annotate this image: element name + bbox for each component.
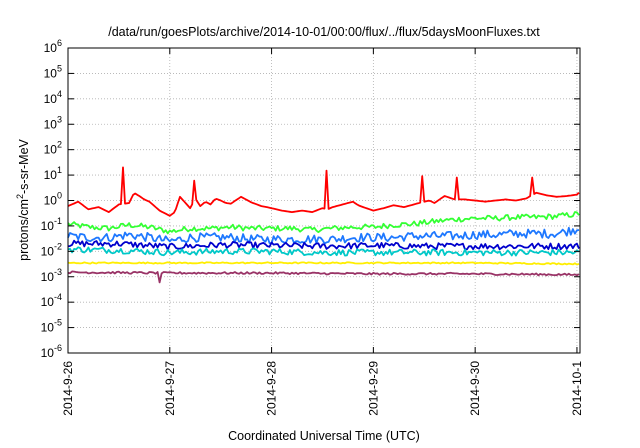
flux-series-6: [67, 261, 580, 266]
y-axis: 10-610-510-410-310-210-11001011021031041…: [41, 38, 580, 360]
flux-series-7: [67, 270, 580, 284]
series-group: [67, 166, 580, 284]
y-tick-mantissa: 10: [44, 66, 58, 80]
x-tick-label: 2014-9-30: [468, 361, 482, 416]
x-tick-label: 2014-9-27: [163, 361, 177, 416]
y-tick-label: 10-3: [41, 267, 62, 284]
y-tick-exponent: -1: [54, 216, 62, 226]
y-tick-label: 102: [44, 140, 62, 157]
x-tick-label: 2014-9-29: [366, 361, 380, 416]
y-tick-label: 10-5: [41, 318, 62, 335]
y-tick-exponent: 0: [57, 191, 62, 201]
y-tick-mantissa: 10: [41, 219, 55, 233]
y-axis-label-base: protons/cm: [17, 199, 31, 261]
y-tick-exponent: -2: [54, 241, 62, 251]
y-tick-exponent: 5: [57, 63, 62, 73]
chart-title: /data/run/goesPlots/archive/2014-10-01/0…: [108, 25, 540, 39]
flux-series-2: [67, 211, 580, 235]
y-tick-label: 10-4: [41, 292, 62, 309]
y-tick-exponent: 2: [57, 140, 62, 150]
y-tick-mantissa: 10: [44, 168, 58, 182]
y-tick-exponent: 6: [57, 38, 62, 48]
y-tick-mantissa: 10: [41, 321, 55, 335]
x-tick-label: 2014-9-26: [61, 361, 75, 416]
y-tick-label: 106: [44, 38, 62, 55]
x-tick-label: 2014-10-1: [570, 361, 584, 416]
y-tick-label: 10-2: [41, 241, 62, 258]
y-tick-label: 10-6: [41, 343, 62, 360]
y-tick-label: 104: [44, 89, 62, 106]
x-axis: 2014-9-26 2014-9-27 2014-9-28 2014-9-29 2014…: [61, 48, 584, 416]
y-tick-exponent: -6: [54, 343, 62, 353]
y-axis-label-rest: -s-sr-MeV: [17, 138, 31, 194]
y-tick-exponent: -5: [54, 318, 62, 328]
y-tick-label: 101: [44, 165, 62, 182]
y-tick-exponent: -3: [54, 267, 62, 277]
y-tick-mantissa: 10: [41, 295, 55, 309]
y-tick-exponent: -4: [54, 292, 62, 302]
y-tick-mantissa: 10: [44, 117, 58, 131]
y-tick-exponent: 1: [57, 165, 62, 175]
y-tick-exponent: 4: [57, 89, 62, 99]
y-tick-mantissa: 10: [41, 244, 55, 258]
y-axis-label-sup: 2: [15, 194, 25, 199]
y-tick-mantissa: 10: [44, 194, 58, 208]
y-tick-mantissa: 10: [44, 41, 58, 55]
x-tick-label: 2014-9-28: [265, 361, 279, 416]
y-axis-label: protons/cm2-s-sr-MeV: [15, 138, 31, 260]
y-tick-exponent: 3: [57, 114, 62, 124]
flux-series-4: [67, 239, 580, 251]
y-tick-label: 100: [44, 191, 62, 208]
y-tick-label: 10-1: [41, 216, 62, 233]
x-axis-label: Coordinated Universal Time (UTC): [228, 429, 420, 443]
flux-series-1: [67, 166, 580, 217]
y-tick-mantissa: 10: [41, 346, 55, 360]
y-tick-label: 105: [44, 63, 62, 80]
flux-series-5: [67, 246, 580, 257]
y-tick-mantissa: 10: [44, 92, 58, 106]
y-tick-label: 103: [44, 114, 62, 131]
y-tick-mantissa: 10: [44, 143, 58, 157]
flux-series-3: [67, 226, 580, 245]
y-tick-mantissa: 10: [41, 270, 55, 284]
